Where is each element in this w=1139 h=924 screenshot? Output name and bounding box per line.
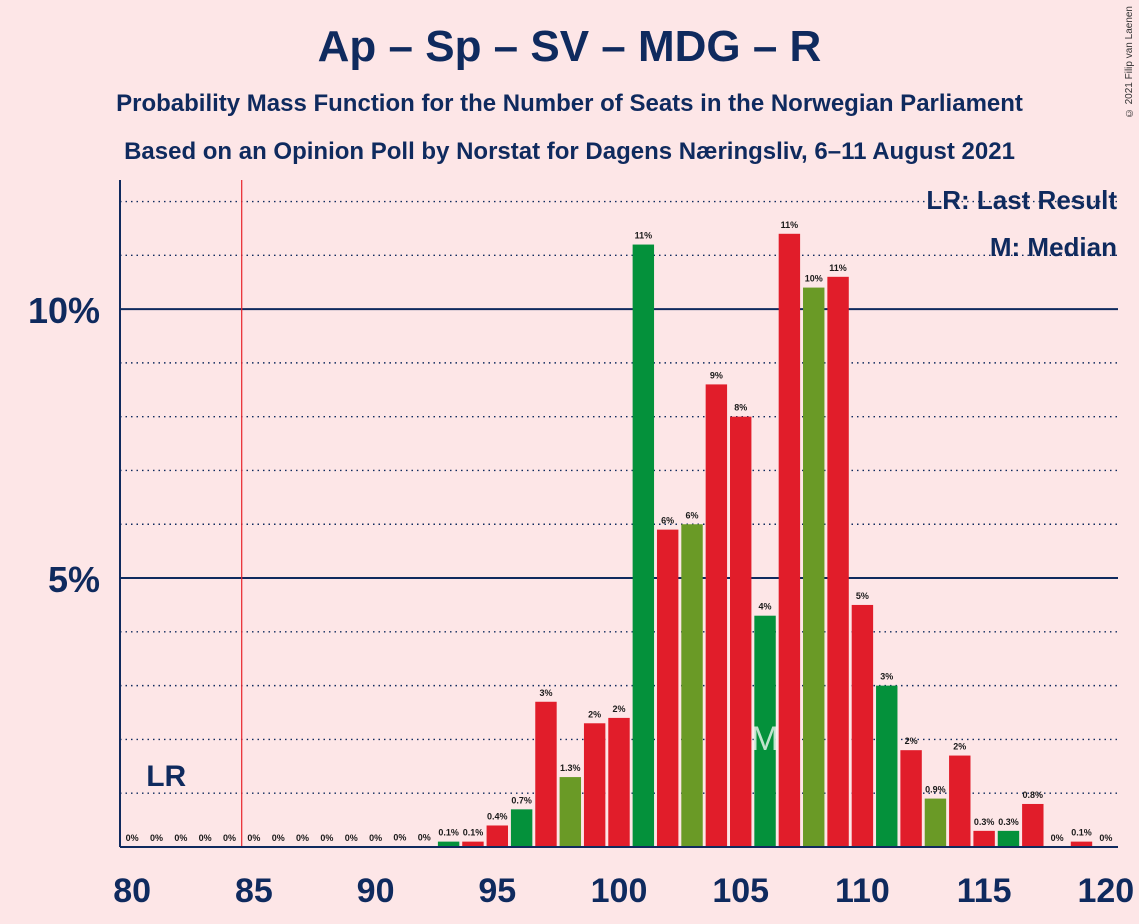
- bar-value-label: 0%: [126, 833, 139, 843]
- bar-value-label: 6%: [661, 516, 674, 526]
- bar: [900, 750, 922, 847]
- bar-value-label: 0.3%: [998, 817, 1019, 827]
- bar: [1022, 803, 1044, 847]
- bar: [803, 287, 825, 847]
- chart-title: Ap – Sp – SV – MDG – R: [317, 22, 822, 71]
- legend-median: M: Median: [989, 232, 1117, 262]
- y-tick-label: 5%: [48, 559, 100, 600]
- bar: [827, 276, 849, 847]
- bar: [1070, 841, 1093, 847]
- x-tick-label: 115: [957, 872, 1012, 910]
- x-tick-label: 105: [712, 872, 769, 910]
- bar: [510, 809, 533, 847]
- bar-value-label: 3%: [880, 672, 893, 682]
- bar: [437, 841, 460, 847]
- bar: [705, 384, 728, 847]
- bar-value-label: 0%: [369, 833, 382, 843]
- bar-value-label: 11%: [781, 220, 799, 230]
- bar-value-label: 11%: [829, 263, 847, 273]
- bar-value-label: 0%: [272, 833, 285, 843]
- x-tick-label: 100: [591, 872, 648, 910]
- bar-value-label: 2%: [588, 709, 601, 719]
- bar-value-label: 2%: [953, 742, 966, 752]
- bar-value-label: 5%: [856, 591, 869, 601]
- bar: [535, 701, 557, 847]
- x-tick-label: 85: [235, 872, 273, 910]
- bar-value-label: 0.4%: [487, 811, 508, 821]
- bar-value-label: 0.9%: [925, 785, 946, 795]
- bar-value-label: 0%: [150, 833, 163, 843]
- chart-subtitle-source: Based on an Opinion Poll by Norstat for …: [124, 138, 1015, 165]
- bar-value-label: 0%: [345, 833, 358, 843]
- bar-value-label: 1.3%: [560, 763, 581, 773]
- grid-lines: [120, 180, 1118, 847]
- bar-value-label: 9%: [710, 370, 723, 380]
- x-tick-label: 95: [478, 872, 516, 910]
- bar-value-label: 10%: [805, 274, 823, 284]
- bar: [583, 723, 606, 847]
- bar: [924, 798, 947, 847]
- bar: [973, 830, 995, 847]
- bars-group: [389, 233, 1093, 847]
- axes-group: 5% 10% 80 85 90 95 100 105 110 115 120: [28, 180, 1134, 910]
- bar: [778, 233, 801, 847]
- last-result-label: LR: [146, 760, 186, 793]
- bar: [997, 830, 1020, 847]
- x-tick-label: 120: [1077, 872, 1134, 910]
- y-tick-label: 10%: [28, 290, 100, 331]
- bar: [949, 755, 971, 847]
- bar: [681, 524, 703, 847]
- bar-value-label: 2%: [905, 736, 918, 746]
- bar-value-label: 0%: [1051, 833, 1064, 843]
- bar-value-label: 2%: [612, 704, 625, 714]
- bar-value-label: 0%: [199, 833, 212, 843]
- bar-value-label: 0%: [393, 832, 406, 842]
- legend-last-result: LR: Last Result: [926, 185, 1117, 215]
- bar-value-label: 4%: [759, 602, 772, 612]
- bar: [729, 416, 752, 847]
- bar-value-label: 0%: [1099, 833, 1112, 843]
- bar-value-label: 8%: [734, 403, 747, 413]
- value-labels-group: LR0% 0% 0% 0% 0% 0% 0% 0% 0% 0% 0% 0% 0% 0.1% 0.1%0.4%…: [126, 220, 1113, 843]
- bar: [851, 604, 874, 847]
- bar-value-label: 0.1%: [438, 828, 459, 838]
- x-tick-label: 110: [835, 872, 890, 910]
- x-tick-label: 80: [113, 872, 151, 910]
- bar-value-label: 0.7%: [511, 795, 532, 805]
- bar: [608, 717, 630, 847]
- median-marker: M: [751, 720, 779, 758]
- bar-value-label: 0%: [223, 833, 236, 843]
- bar-value-label: 0%: [320, 833, 333, 843]
- bar: [462, 841, 484, 847]
- bar-value-label: 0.3%: [974, 817, 995, 827]
- bar-value-label: 0.8%: [1023, 790, 1044, 800]
- bar: [876, 685, 898, 847]
- bar-value-label: 0%: [296, 833, 309, 843]
- chart-subtitle: Probability Mass Function for the Number…: [116, 90, 1023, 117]
- bar-value-label: 0.1%: [1071, 828, 1092, 838]
- bar: [656, 529, 679, 847]
- bar-value-label: 0.1%: [463, 828, 484, 838]
- bar-value-label: 3%: [539, 688, 552, 698]
- bar: [754, 615, 776, 847]
- bar-value-label: 0%: [418, 832, 431, 842]
- bar-value-label: 0%: [247, 833, 260, 843]
- bar-value-label: 6%: [686, 510, 699, 520]
- bar: [486, 825, 509, 847]
- bar: [632, 244, 655, 847]
- bar: [559, 777, 582, 847]
- x-tick-label: 90: [357, 872, 395, 910]
- bar-value-label: 11%: [635, 231, 653, 241]
- bar-value-label: 0%: [174, 833, 187, 843]
